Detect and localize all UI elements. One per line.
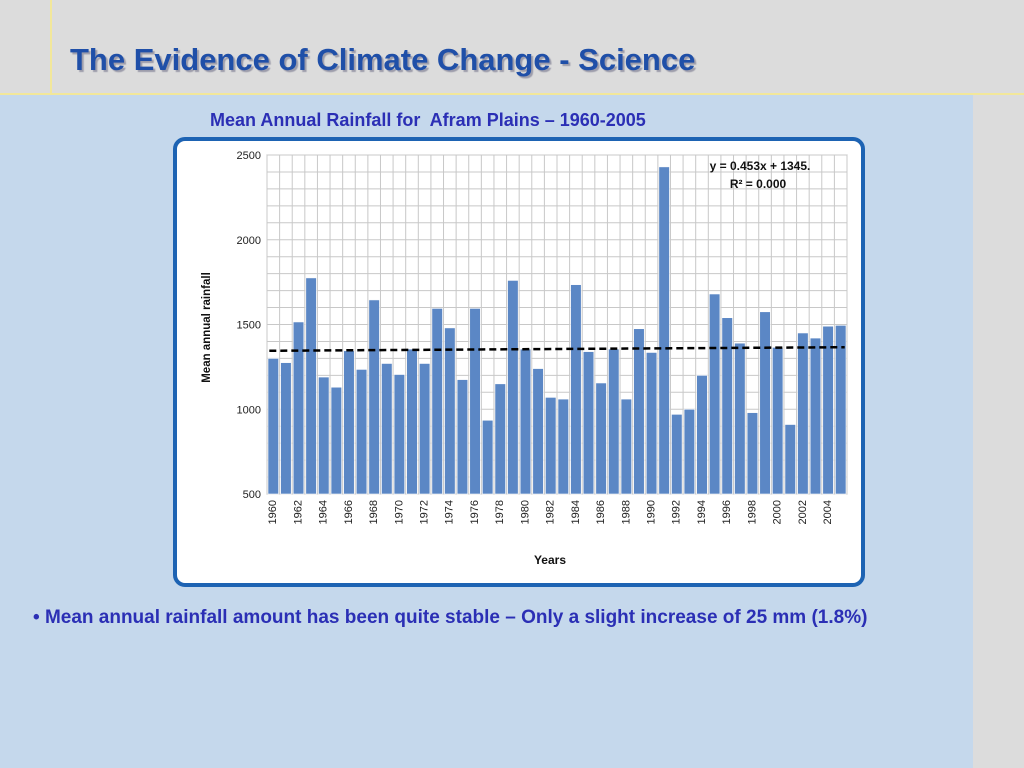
x-tick-label: 1962 — [292, 500, 304, 524]
right-margin-strip — [973, 95, 1024, 768]
bar-1983 — [557, 398, 569, 495]
header-divider-vertical — [50, 0, 52, 93]
chart-caption: Mean Annual Rainfall for Afram Plains – … — [210, 110, 646, 130]
x-tick-label: 1964 — [318, 500, 330, 524]
bar-1978 — [494, 383, 506, 495]
y-tick-label: 500 — [243, 489, 261, 501]
bar-2001 — [784, 424, 796, 495]
bar-1990 — [645, 352, 658, 495]
bar-1994 — [696, 375, 708, 495]
x-tick-label: 1974 — [444, 500, 456, 524]
x-tick-label: 1986 — [595, 500, 607, 524]
x-tick-label: 1978 — [494, 500, 506, 524]
bar-2005 — [835, 325, 847, 495]
x-tick-label: 1968 — [368, 500, 380, 524]
bar-1999 — [759, 311, 771, 495]
x-axis-title: Years — [534, 553, 566, 567]
bullet-marker: • — [33, 607, 40, 628]
bar-1973 — [431, 308, 443, 495]
y-tick-label: 1000 — [237, 404, 261, 416]
bar-1985 — [582, 351, 595, 495]
y-tick-label: 2000 — [237, 235, 261, 247]
bullet-text: Mean annual rainfall amount has been qui… — [44, 607, 868, 628]
x-tick-label: 1960 — [267, 500, 279, 524]
bar-1996 — [721, 317, 733, 495]
trend-equation: y = 0.453x + 1345. — [710, 159, 811, 173]
bar-1987 — [608, 348, 620, 495]
x-tick-label: 1988 — [620, 500, 632, 524]
bar-1981 — [532, 368, 544, 495]
bar-1986 — [595, 382, 607, 495]
x-tick-label: 1976 — [469, 500, 481, 524]
bar-1995 — [709, 293, 721, 495]
x-tick-label: 1980 — [519, 500, 531, 524]
bar-1989 — [633, 328, 645, 495]
bar-1991 — [658, 166, 670, 495]
rainfall-bar-chart: 500 1000 1500 2000 2500 1960 1962 1964 1966 1968 1… — [201, 150, 848, 567]
y-tick-label: 2500 — [237, 150, 261, 162]
bar-2002 — [797, 332, 809, 495]
bar-1965 — [330, 386, 342, 495]
x-tick-label: 1966 — [343, 500, 355, 524]
title-bar: The Evidence of Climate Change - Science — [0, 0, 1024, 93]
bar-1984 — [570, 284, 582, 495]
bar-1977 — [482, 419, 494, 495]
bar-1970 — [393, 374, 405, 495]
header-divider-horizontal — [0, 93, 1024, 95]
x-tick-label: 1970 — [393, 500, 405, 524]
bar-1961 — [280, 362, 292, 495]
bar-1976 — [469, 308, 481, 495]
bar-1992 — [671, 414, 683, 495]
bar-1968 — [368, 299, 380, 495]
bullet-point: • Mean annual rainfall amount has been q… — [33, 604, 933, 632]
bar-1993 — [683, 408, 695, 495]
bar-1998 — [746, 412, 759, 495]
x-tick-label: 1984 — [570, 500, 582, 524]
x-tick-label: 1996 — [721, 500, 733, 524]
x-tick-label: 1990 — [645, 500, 657, 524]
bar-1980 — [519, 348, 532, 495]
slide-title: The Evidence of Climate Change - Science — [70, 42, 696, 77]
x-tick-label: 1972 — [419, 500, 431, 524]
bar-1962 — [292, 321, 305, 495]
bar-1972 — [419, 363, 431, 495]
bar-1964 — [318, 376, 330, 495]
chart-frame: 500 1000 1500 2000 2500 1960 1962 1964 1966 1968 1… — [173, 137, 865, 587]
trend-line — [269, 345, 845, 353]
bar-1960 — [267, 358, 279, 495]
bar-1966 — [343, 350, 355, 495]
trend-r-squared: R² = 0.000 — [730, 177, 787, 191]
bar-1971 — [406, 348, 418, 495]
bar-1982 — [545, 397, 557, 495]
x-tick-label: 2002 — [797, 500, 809, 524]
x-tick-label: 1994 — [696, 500, 708, 524]
bar-1975 — [456, 379, 469, 495]
bar-1969 — [381, 363, 393, 495]
bar-1963 — [305, 277, 317, 495]
bar-2000 — [772, 347, 784, 495]
bar-1967 — [355, 369, 368, 495]
x-tick-label: 2004 — [822, 500, 834, 524]
bar-1979 — [507, 280, 519, 495]
y-tick-label: 1500 — [237, 320, 261, 332]
x-tick-label: 2000 — [772, 500, 784, 524]
x-tick-label: 1998 — [746, 500, 758, 524]
bar-1997 — [734, 342, 746, 495]
bar-1988 — [620, 398, 632, 495]
bar-2004 — [822, 325, 834, 495]
bar-2003 — [809, 337, 822, 495]
bar-1974 — [444, 327, 456, 495]
y-axis-title: Mean annual rainfall — [201, 272, 213, 383]
x-tick-label: 1992 — [671, 500, 683, 524]
x-tick-label: 1982 — [545, 500, 557, 524]
